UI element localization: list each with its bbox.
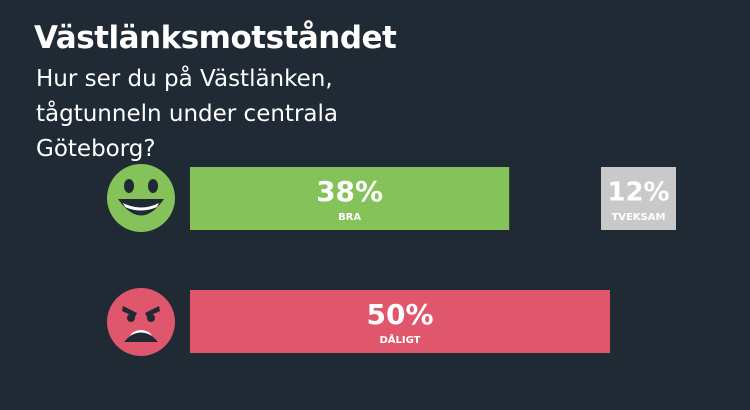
chart-subtitle: Hur ser du på Västlänken, tågtunneln und…: [36, 66, 338, 162]
chart-title: Västlänksmotståndet: [34, 20, 397, 56]
undecided-value-label: 12%: [607, 178, 669, 208]
angry-face: [107, 288, 175, 356]
category-label: BRA: [338, 212, 361, 223]
value-label: 50%: [366, 298, 433, 331]
bar: [190, 290, 610, 353]
value-label: 38%: [316, 175, 383, 208]
undecided-box: [601, 167, 676, 230]
undecided-label: TVEKSAM: [611, 212, 665, 223]
category-label: DÅLIGT: [380, 333, 421, 346]
bar: [190, 167, 510, 230]
happy-face: [107, 164, 175, 232]
